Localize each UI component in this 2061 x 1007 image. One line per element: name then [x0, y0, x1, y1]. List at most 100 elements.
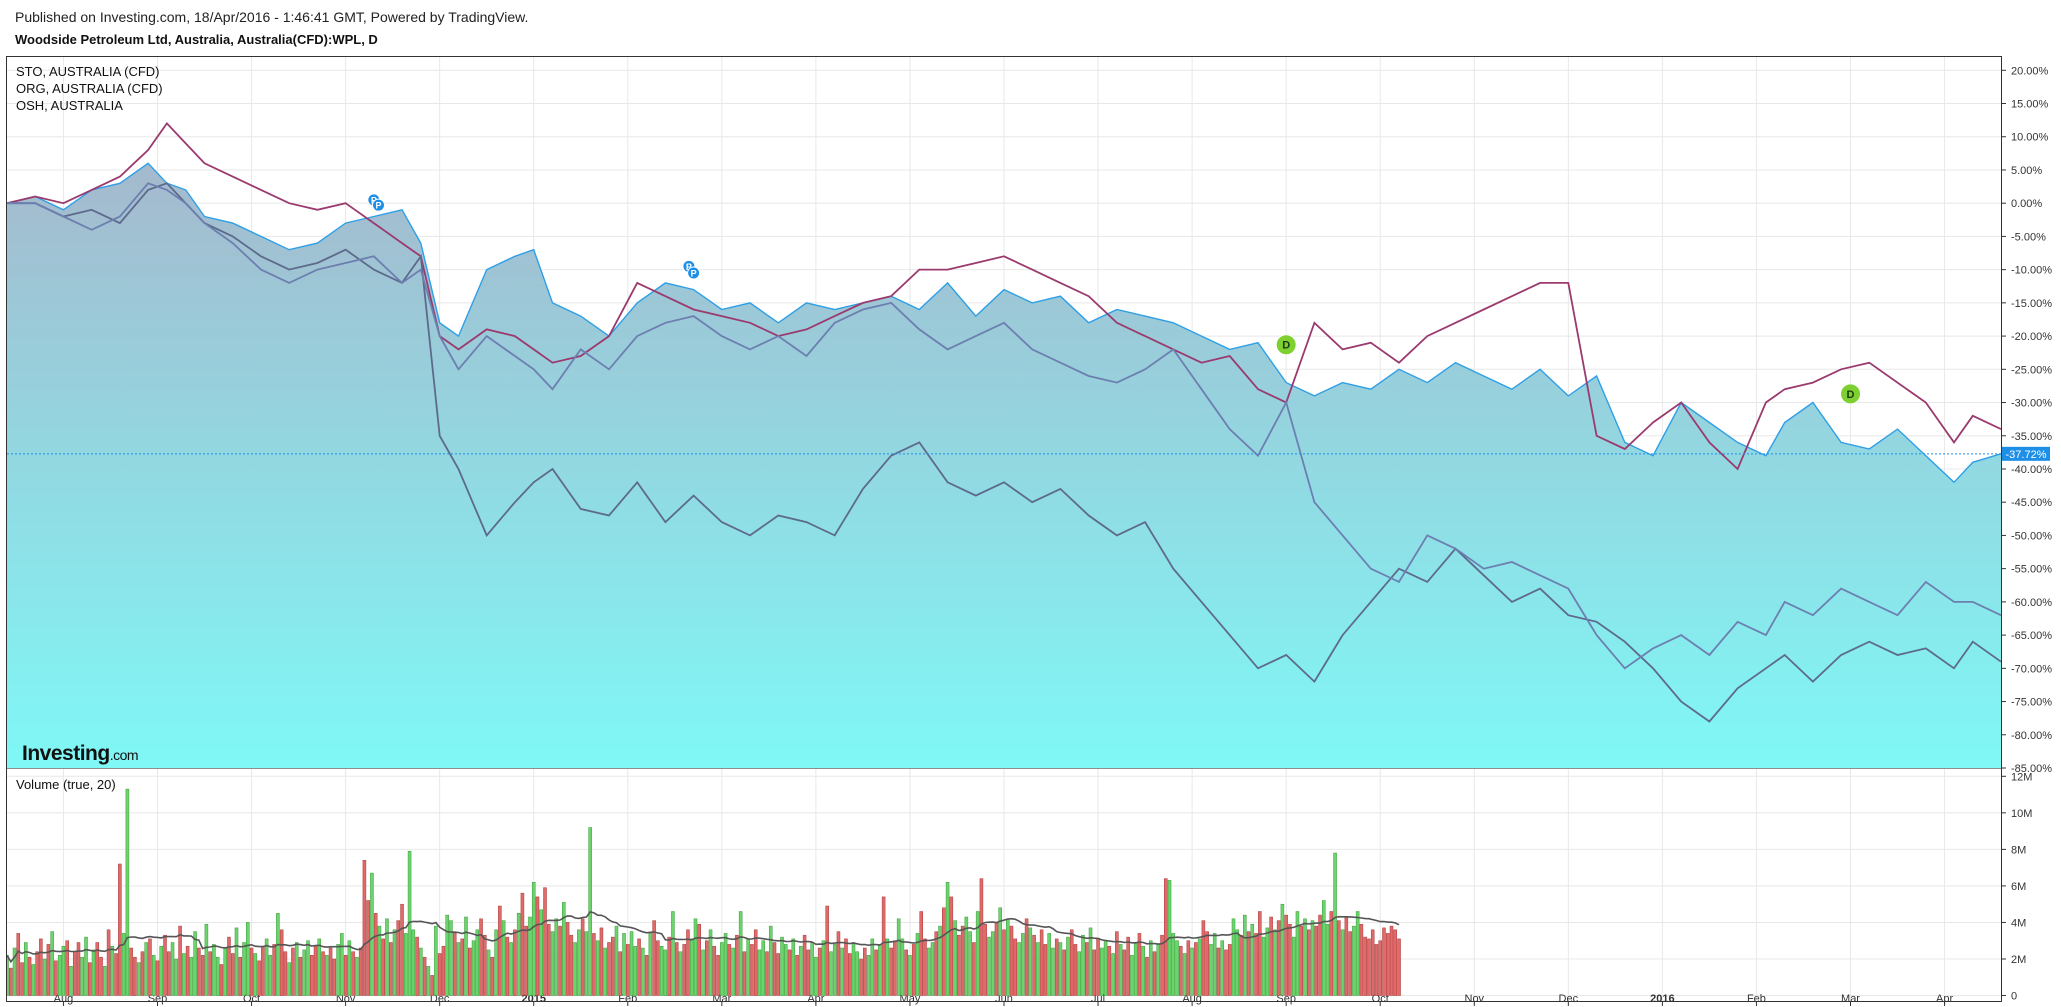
volume-bar	[1006, 918, 1010, 996]
volume-bar	[475, 929, 480, 996]
series-line-org[interactable]	[7, 182, 2001, 723]
volume-bar	[215, 956, 220, 996]
price-axis[interactable]: 20.00% 15.00% 10.00% 5.00% 0.00% -5.00% -10.00…	[2001, 65, 2052, 775]
legend-item-sto[interactable]: STO, AUSTRALIA (CFD)	[16, 64, 160, 79]
marker-label: P	[691, 268, 697, 278]
volume-bar	[844, 938, 848, 996]
volume-bar	[1303, 918, 1307, 996]
volume-bar	[934, 931, 939, 996]
legend-item-org[interactable]: ORG, AUSTRALIA (CFD)	[16, 81, 163, 96]
volume-bar	[65, 940, 69, 996]
volume-bar	[610, 936, 615, 996]
volume-bar	[35, 951, 39, 996]
marker-d[interactable]: D	[1275, 334, 1297, 356]
x-tick-label: May	[900, 993, 921, 1005]
volume-bar	[1386, 933, 1390, 996]
volume-bar	[701, 949, 705, 996]
volume-bar	[1024, 918, 1029, 996]
y-tick-label: -5.00%	[2011, 231, 2046, 243]
volume-bar	[979, 878, 984, 996]
volume-bar	[968, 931, 972, 996]
volume-bar	[313, 945, 318, 996]
volume-bar	[885, 938, 890, 996]
volume-bar	[878, 944, 882, 996]
y-tick-label: -20.00%	[2011, 331, 2052, 343]
x-tick-label: 2015	[521, 993, 545, 1005]
legend-item-osh[interactable]: OSH, AUSTRALIA	[16, 98, 123, 113]
volume-bar	[167, 951, 171, 996]
volume-bar	[321, 951, 325, 996]
volume-bar	[832, 944, 837, 996]
volume-bar	[535, 896, 540, 996]
volume-bar	[1081, 934, 1085, 996]
volume-bar	[434, 925, 438, 996]
volume-pane-title[interactable]: Volume (true, 20)	[16, 777, 116, 792]
volume-bar	[347, 940, 352, 996]
volume-bar	[325, 955, 329, 996]
marker-label: P	[376, 201, 382, 211]
marker-p[interactable]: P	[687, 266, 701, 280]
volume-bar	[957, 934, 961, 996]
volume-bar	[1261, 936, 1266, 996]
legend: STO, AUSTRALIA (CFD) ORG, AUSTRALIA (CFD…	[16, 64, 163, 113]
volume-bar	[908, 955, 912, 996]
y-tick-label: -45.00%	[2011, 497, 2052, 509]
series-line-wpl[interactable]	[7, 162, 2001, 484]
volume-bar	[960, 925, 965, 996]
volume-bar	[671, 911, 675, 996]
volume-bar	[287, 962, 291, 996]
volume-bar	[389, 942, 393, 996]
volume-bar	[106, 929, 111, 996]
volume-bar	[983, 924, 987, 996]
volume-bar	[309, 955, 314, 996]
volume-bar	[204, 924, 209, 996]
volume-bar	[930, 942, 935, 996]
volume-bar	[1066, 936, 1070, 996]
volume-bar	[1148, 940, 1153, 996]
volume-bar	[904, 949, 908, 996]
volume-axis[interactable]: 0 2M 4M 6M 8M 10M 12M	[2001, 771, 2032, 1003]
x-tick-label: Nov	[336, 993, 356, 1005]
volume-bar	[1096, 938, 1100, 996]
marker-p[interactable]: P	[372, 198, 386, 212]
volume-bar	[317, 938, 322, 996]
volume-bar	[881, 896, 886, 996]
volume-bar	[366, 900, 370, 996]
marker-d[interactable]: D	[1840, 383, 1862, 405]
volume-bar	[479, 918, 483, 996]
volume-bar	[1133, 942, 1138, 996]
y-tick-label: 8M	[2011, 844, 2026, 856]
y-tick-label: 10M	[2011, 808, 2032, 820]
volume-bar	[859, 958, 863, 996]
volume-bar	[1054, 938, 1059, 996]
series-line-sto[interactable]	[7, 121, 2001, 471]
volume-bar	[1337, 920, 1341, 996]
volume-bar	[866, 955, 871, 996]
volume-bar	[291, 947, 295, 996]
volume-bar	[27, 956, 32, 996]
volume-bar	[1088, 927, 1093, 996]
svg-text:Investing.com: Investing.com	[22, 742, 138, 765]
volume-bar	[1397, 938, 1401, 996]
volume-bar	[129, 947, 133, 996]
volume-bar	[76, 942, 81, 996]
x-tick-label: Sep	[148, 993, 168, 1005]
volume-bar	[622, 933, 626, 996]
volume-bar	[742, 951, 747, 996]
y-tick-label: -75.00%	[2011, 697, 2052, 709]
series-line-osh[interactable]	[7, 182, 2001, 670]
volume-bar	[689, 938, 694, 996]
volume-bar	[125, 788, 130, 996]
y-tick-label: 6M	[2011, 881, 2026, 893]
x-tick-label: Feb	[618, 993, 637, 1005]
volume-bar	[565, 922, 570, 996]
time-axis[interactable]: Aug Sep Oct Nov Dec 2015 Feb Mar Apr May Jun Jul Aug…	[54, 993, 1954, 1006]
volume-bar	[336, 944, 340, 996]
x-tick-label: Oct	[1372, 993, 1389, 1005]
volume-bar	[430, 975, 434, 996]
volume-bar	[422, 956, 427, 996]
volume-bar	[7, 955, 9, 996]
volume-bar	[272, 944, 276, 996]
volume-bar	[1370, 929, 1375, 996]
